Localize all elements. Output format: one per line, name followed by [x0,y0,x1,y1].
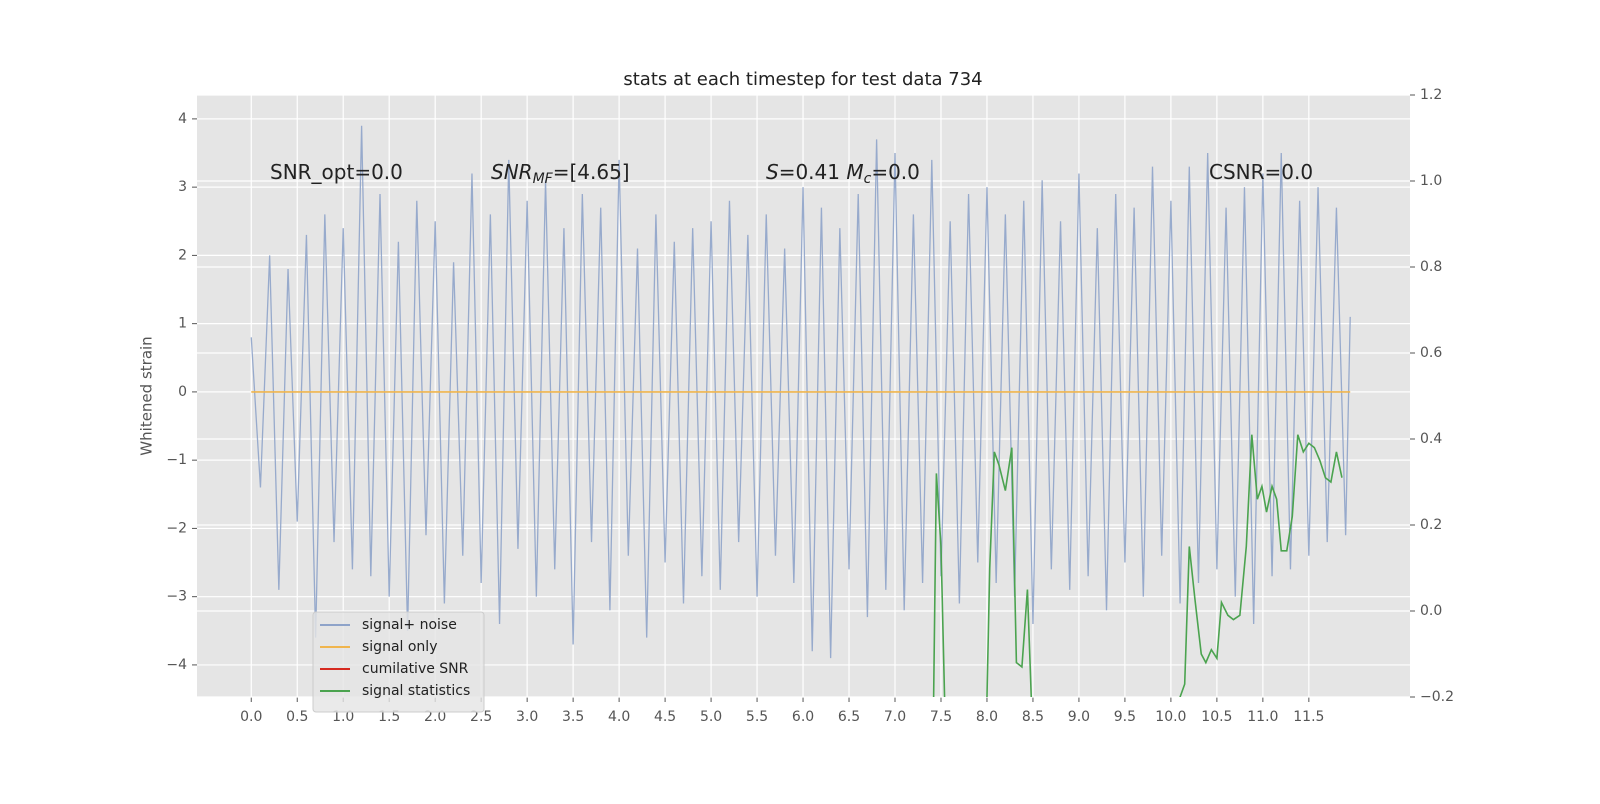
annotation: SNR_opt=0.0 [270,160,403,184]
x-tick-label: 1.5 [378,709,400,725]
x-tick-label: 4.5 [654,709,676,725]
x-tick-label: 2.0 [424,709,446,725]
y2-tick-label: 1.0 [1420,173,1442,189]
y-tick-label: −1 [166,452,187,468]
legend-label: signal+ noise [362,617,457,633]
x-tick-label: 7.0 [884,709,906,725]
x-tick-label: 3.5 [562,709,584,725]
annotation-part: M [846,160,863,184]
annotations: SNR_opt=0.0 SNRMF=[4.65] S=0.41 Mc=0.0 CSNR… [270,160,1313,188]
x-tick-label: 6.5 [838,709,860,725]
x-tick-label: 3.0 [516,709,538,725]
y-tick-label: 3 [178,179,187,195]
annotation: S=0.41 Mc=0.0 [766,160,920,188]
annotation-part: SNR_opt=0.0 [270,160,403,184]
x-tick-label: 5.5 [746,709,768,725]
annotation: SNRMF=[4.65] [491,160,630,188]
x-tick-label: 7.5 [930,709,952,725]
x-tick-label: 10.5 [1201,709,1232,725]
y2-tick-label: 0.8 [1420,259,1442,275]
x-tick-label: 2.5 [470,709,492,725]
series-line [250,125,1351,659]
grid: 0.0 0.5 1.0 1.5 2.0 2.5 3.0 3.5 4.0 4.5 5.0 5.5 6.0 6… [166,87,1454,725]
y2-tick-label: 0.6 [1420,345,1442,361]
legend-box [312,611,485,713]
annotation: CSNR=0.0 [1209,160,1313,184]
annotation-part: MF [533,171,554,187]
x-tick-label: 11.0 [1247,709,1278,725]
y2-tick-label: 0.2 [1420,517,1442,533]
x-tick-label: 0.5 [286,709,308,725]
y-tick-label: −4 [166,657,187,673]
x-tick-label: 11.5 [1293,709,1324,725]
y-axis-label: Whitened strain [138,336,156,455]
y-tick-label: 2 [178,247,187,263]
legend-label: cumilative SNR [362,661,469,677]
y2-tick-label: 0.0 [1420,603,1442,619]
x-tick-label: 6.0 [792,709,814,725]
x-tick-label: 9.0 [1068,709,1090,725]
x-tick-label: 0.0 [240,709,262,725]
y-tick-label: 4 [178,111,187,127]
series-line [932,434,1343,697]
x-tick-label: 8.5 [1022,709,1044,725]
y2-tick-label: 0.4 [1420,431,1442,447]
legend: signal+ noise signal only cumilative SNR si… [312,611,485,713]
annotation-part: CSNR=0.0 [1209,160,1313,184]
y-tick-label: −2 [166,520,187,536]
y-tick-label: −3 [166,589,187,605]
legend-label: signal only [362,639,437,655]
x-tick-label: 5.0 [700,709,722,725]
series-lines [250,125,1351,697]
chart-title: stats at each timestep for test data 734 [623,69,982,90]
annotation-part: =0.0 [871,160,920,184]
x-tick-label: 10.0 [1155,709,1186,725]
annotation-part: c [864,171,872,187]
x-tick-label: 4.0 [608,709,630,725]
annotation-part: S [766,160,779,184]
y2-tick-label: −0.2 [1420,689,1454,705]
y2-tick-label: 1.2 [1420,87,1442,103]
y-tick-label: 0 [178,384,187,400]
x-tick-label: 1.0 [332,709,354,725]
legend-label: signal statistics [362,683,470,699]
x-tick-label: 8.0 [976,709,998,725]
annotation-part: SNR [491,160,533,184]
annotation-part: =0.41 [779,160,847,184]
y-tick-label: 1 [178,316,187,332]
annotation-part: =[4.65] [553,160,630,184]
x-tick-label: 9.5 [1114,709,1136,725]
